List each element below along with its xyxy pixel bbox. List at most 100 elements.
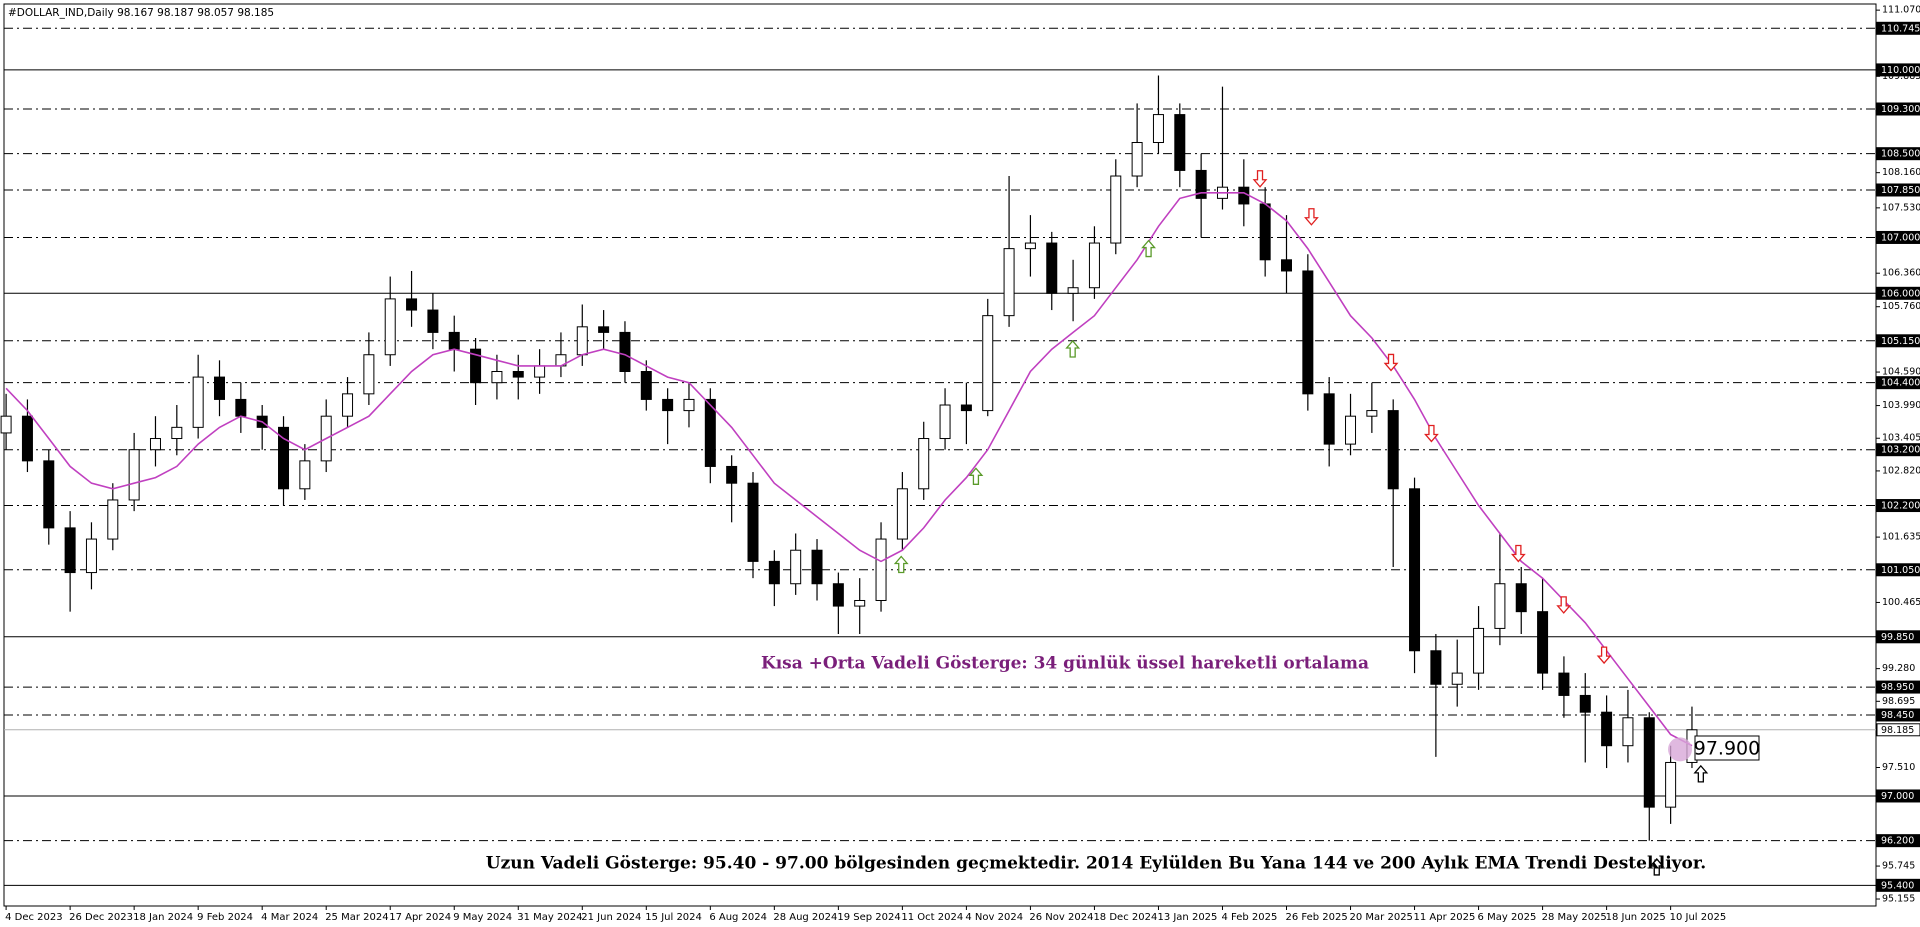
x-tick-label: 11 Oct 2024 [901,912,963,923]
x-tick-label: 28 Aug 2024 [773,912,837,923]
candle-body [875,538,887,601]
level-label-box [1876,334,1920,348]
up-arrow [1065,339,1081,358]
candle-body [1558,672,1570,696]
y-tick-label: 95.745 [1882,861,1915,872]
candle-body [1409,488,1421,652]
candle-body [0,415,12,434]
candle-body [363,354,375,395]
x-tick-label: 18 Jan 2024 [133,912,193,923]
candle-body [1046,242,1058,294]
candle-body [1152,114,1164,144]
level-label: 98.950 [1881,682,1914,693]
candle-body [1601,711,1613,747]
chart-header: #DOLLAR_IND,Daily 98.167 98.187 98.057 9… [8,7,274,19]
candle-body [1537,611,1549,674]
candle-body [768,560,780,585]
down-arrow [1596,646,1612,665]
x-tick-label: 18 Dec 2024 [1093,912,1157,923]
down-arrow [1556,596,1572,614]
candle-body [43,460,55,529]
level-label: 105.150 [1881,336,1920,347]
level-label: 110.000 [1881,65,1920,76]
candle-body [1515,583,1527,613]
y-tick-label: 95.155 [1882,894,1915,905]
level-label: 107.000 [1881,232,1920,243]
y-tick-label: 97.510 [1882,762,1915,773]
level-label-box [1876,834,1920,848]
candle-body [107,499,119,540]
level-label: 101.050 [1881,565,1920,576]
x-tick-label: 28 May 2025 [1542,912,1607,923]
candle-body [1366,410,1378,417]
level-label-box [1876,147,1920,161]
down-arrow [1304,208,1319,226]
annotation: Uzun Vadeli Gösterge: 95.40 - 97.00 bölg… [486,854,1706,874]
down-arrow [1252,170,1268,188]
candle-body [662,398,674,412]
y-tick-label: 103.990 [1882,400,1920,411]
candle-body [427,309,439,333]
x-tick-label: 6 May 2025 [1478,912,1537,923]
y-tick-label: 98.695 [1882,696,1915,707]
down-arrow [1383,353,1399,372]
candle-body [1174,114,1186,171]
candle-body [1473,627,1485,674]
y-tick-label: 108.160 [1882,167,1920,178]
candle-body [683,398,695,412]
up-arrow [968,467,984,485]
candle-body [1003,248,1015,317]
candle-body [1430,650,1442,685]
price-box [1694,735,1760,761]
candle-body [704,398,716,467]
candle-body [1579,694,1591,713]
up-arrow [1649,857,1665,876]
candle-body [512,371,524,378]
candle-body [1131,142,1143,177]
x-tick-label: 13 Jan 2025 [1157,912,1217,923]
x-tick-label: 15 Jul 2024 [645,912,702,923]
candle-body [149,438,161,451]
level-label: 95.400 [1881,880,1914,891]
candle-body [235,398,247,417]
annotation: Kısa +Orta Vadeli Gösterge: 34 günlük üs… [761,654,1369,674]
price-box-label: 97.900 [1694,738,1760,760]
level-label-box [1876,789,1920,803]
candle-body [128,449,140,501]
candle-body [640,371,652,400]
candle-body [1259,203,1271,261]
level-label-box [1876,630,1920,644]
candle-body [278,426,290,490]
candle-body [1302,270,1314,395]
candle-body [726,465,738,484]
level-label: 97.000 [1881,791,1914,802]
candle-body [598,326,610,333]
level-label-box [1876,230,1920,244]
candle-body [1622,717,1634,747]
x-tick-label: 6 Aug 2024 [709,912,767,923]
candle-body [1024,242,1036,250]
level-label-box [1876,708,1920,722]
up-arrow [1693,764,1709,783]
ema-line [5,192,1693,747]
level-label-box [1876,183,1920,197]
level-label-box [1876,376,1920,390]
up-arrow [1141,239,1156,258]
x-tick-label: 18 Jun 2025 [1606,912,1666,923]
y-tick-label: 111.070 [1882,5,1920,16]
down-arrow [1510,544,1526,563]
level-label: 107.850 [1881,185,1920,196]
candle-body [811,549,823,585]
y-tick-label: 101.635 [1882,532,1920,543]
candle-body [1110,175,1122,244]
candle-body [491,371,503,384]
level-label-box [1876,680,1920,694]
y-tick-label: 103.405 [1882,433,1920,444]
level-label: 98.185 [1881,725,1914,736]
plot-frame [3,3,1877,907]
level-label-box [1876,563,1920,577]
y-tick-label: 100.465 [1882,597,1920,608]
x-tick-label: 26 Feb 2025 [1286,912,1348,923]
candle-body [982,315,994,412]
candle-body [85,538,97,574]
